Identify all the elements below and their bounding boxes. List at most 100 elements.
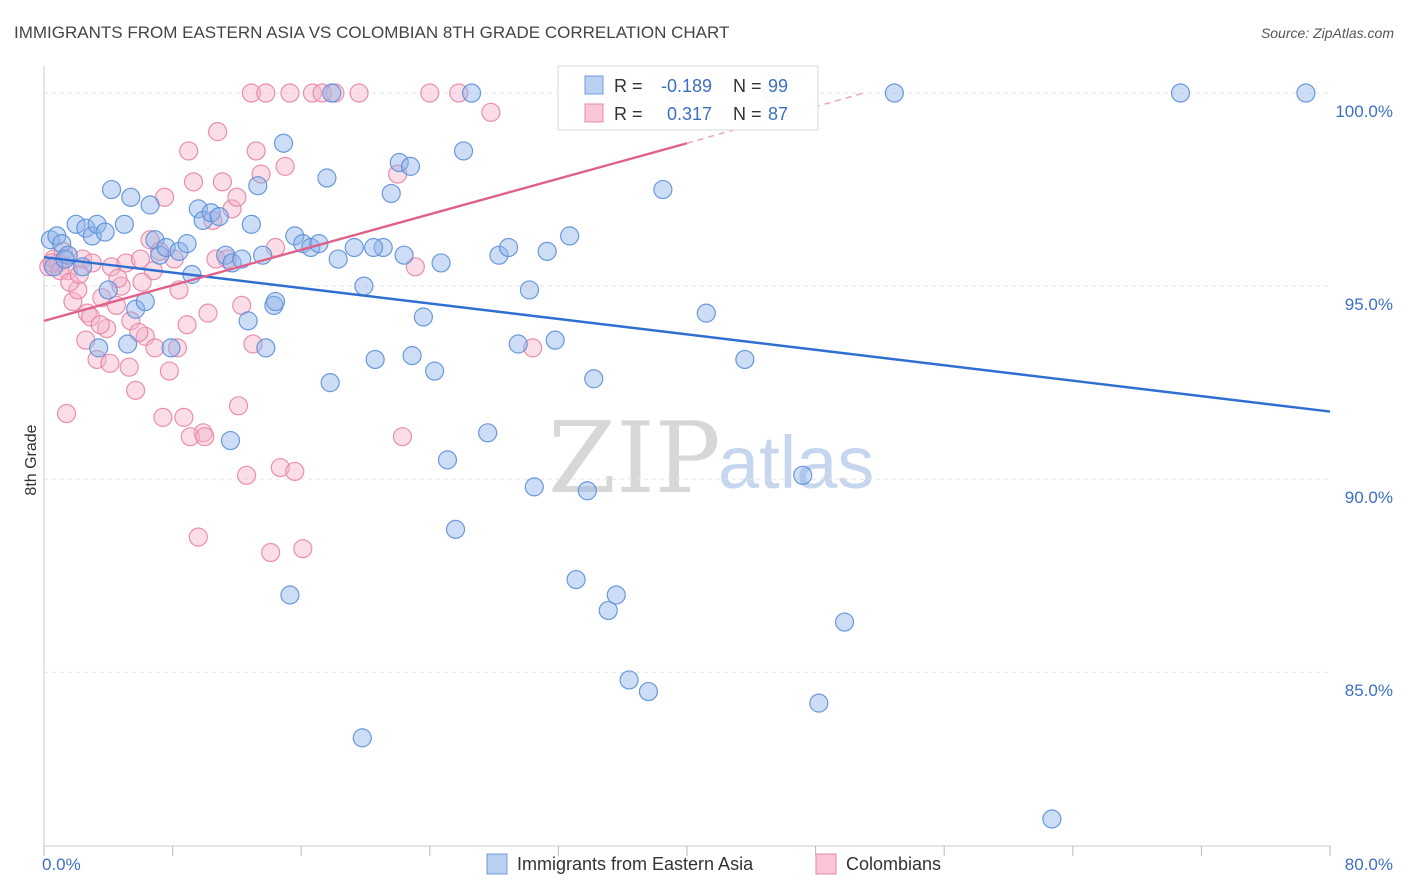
watermark: ZIP atlas [548, 402, 874, 516]
point-asia-66 [696, 303, 716, 323]
point-asia-7 [87, 214, 107, 234]
stats-swatch-colombians [584, 103, 604, 123]
point-asia-71 [834, 612, 855, 632]
point-colombians-62 [481, 102, 501, 122]
point-asia-26 [248, 176, 268, 196]
point-asia-57 [560, 226, 580, 246]
point-asia-51 [489, 245, 509, 265]
point-colombians-78 [180, 427, 200, 447]
point-colombians-51 [285, 461, 305, 482]
gridlines [44, 92, 1330, 673]
point-colombians-28 [174, 407, 194, 427]
point-asia-11 [121, 187, 141, 207]
point-asia-19 [193, 210, 213, 231]
stats-asia-r-label: R = [614, 76, 643, 96]
point-asia-9 [101, 179, 122, 200]
point-colombians-56 [349, 83, 369, 103]
point-asia-79 [98, 280, 118, 300]
point-colombians-82 [243, 334, 263, 354]
point-asia-40 [373, 237, 393, 258]
stats-colombians-r-value: 0.317 [667, 104, 712, 124]
point-asia-90 [445, 519, 466, 539]
y-tick-label-3: 85.0% [1345, 681, 1393, 700]
point-asia-81 [161, 338, 181, 358]
point-colombians-70 [90, 315, 110, 335]
point-colombians-73 [119, 357, 139, 377]
point-asia-85 [256, 338, 276, 358]
point-asia-49 [461, 83, 482, 103]
point-colombians-68 [69, 264, 89, 285]
point-asia-44 [413, 307, 433, 327]
point-asia-24 [232, 249, 252, 269]
point-colombians-58 [392, 427, 413, 447]
point-asia-56 [545, 330, 565, 350]
chart-title: IMMIGRANTS FROM EASTERN ASIA VS COLOMBIA… [14, 23, 729, 42]
point-asia-45 [425, 361, 445, 381]
point-asia-94 [117, 334, 138, 354]
point-asia-97 [363, 237, 384, 258]
point-asia-92 [566, 569, 586, 590]
point-asia-2 [52, 234, 72, 254]
point-asia-15 [156, 237, 176, 258]
point-asia-98 [400, 156, 421, 176]
point-asia-4 [66, 214, 86, 234]
point-asia-35 [322, 83, 342, 103]
point-asia-83 [220, 430, 241, 451]
point-asia-70 [809, 693, 829, 713]
point-asia-64 [653, 179, 673, 200]
legend-label-asia: Immigrants from Eastern Asia [517, 854, 754, 874]
point-asia-12 [140, 195, 160, 215]
legend-swatch-colombians [815, 853, 837, 875]
point-asia-67 [735, 349, 755, 370]
point-asia-5 [76, 218, 96, 238]
point-colombians-43 [246, 141, 266, 161]
point-colombians-33 [198, 303, 218, 323]
point-asia-80 [126, 299, 146, 319]
trend-line-asia [43, 255, 1331, 413]
point-colombians-77 [167, 338, 188, 358]
point-asia-62 [619, 670, 639, 690]
point-asia-16 [169, 241, 189, 261]
point-asia-43 [394, 245, 414, 265]
point-asia-8 [95, 222, 115, 242]
point-colombians-52 [293, 539, 313, 559]
y-tick-label-1: 95.0% [1345, 295, 1393, 314]
point-colombians-85 [132, 272, 152, 292]
chart-source: Source: ZipAtlas.com [1261, 25, 1394, 41]
point-colombians-30 [183, 172, 204, 192]
point-asia-91 [524, 477, 544, 497]
point-colombians-79 [195, 427, 215, 447]
point-colombians-29 [179, 141, 199, 161]
legend-swatch-asia [486, 853, 508, 875]
point-asia-25 [241, 214, 261, 234]
point-asia-29 [273, 133, 294, 153]
point-asia-30 [285, 226, 305, 246]
y-tick-label-2: 90.0% [1345, 488, 1393, 507]
point-colombians-35 [208, 122, 228, 142]
x-tick-label-max: 80.0% [1345, 855, 1393, 874]
point-colombians-5 [63, 291, 83, 312]
point-asia-38 [354, 276, 374, 296]
point-colombians-48 [270, 457, 290, 478]
series-immigrants-eastern-asia [40, 83, 1316, 829]
point-asia-37 [344, 237, 364, 258]
point-asia-10 [114, 214, 134, 234]
point-asia-6 [82, 226, 102, 246]
point-colombians-42 [241, 83, 261, 103]
x-tick-label-min: 0.0% [42, 855, 81, 874]
point-colombians-71 [100, 353, 120, 373]
point-asia-36 [328, 249, 348, 269]
point-asia-18 [188, 199, 208, 219]
point-asia-34 [317, 168, 337, 188]
point-colombians-80 [206, 249, 226, 269]
y-axis-label: 8th Grade [23, 424, 40, 495]
point-asia-39 [365, 349, 385, 370]
point-colombians-83 [56, 403, 77, 424]
point-colombians-67 [60, 272, 80, 292]
point-asia-93 [89, 338, 109, 358]
series-colombians [39, 83, 625, 563]
point-asia-52 [498, 237, 519, 258]
point-asia-73 [1042, 809, 1062, 829]
point-asia-75 [1296, 83, 1316, 103]
stats-swatch-asia [584, 75, 604, 95]
